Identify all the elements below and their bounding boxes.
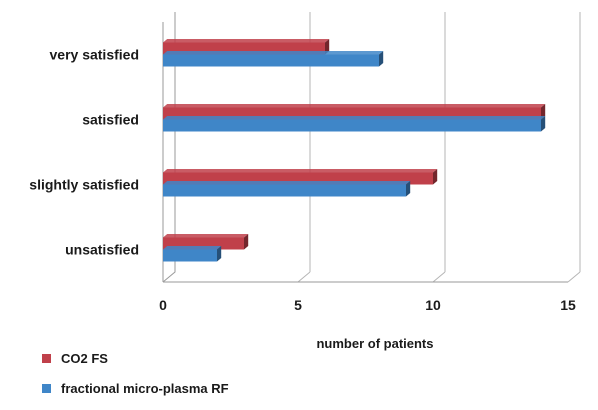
bar bbox=[163, 51, 384, 67]
legend-swatch-micro-plasma-rf bbox=[42, 384, 51, 393]
x-tick-label: 0 bbox=[159, 297, 167, 313]
back-wall-edge bbox=[162, 12, 176, 283]
x-tick-label: 10 bbox=[425, 297, 441, 313]
bar-front bbox=[163, 54, 379, 67]
bar-top bbox=[163, 169, 438, 173]
bar-top bbox=[163, 104, 546, 108]
bar-side bbox=[244, 234, 249, 250]
bar-front bbox=[163, 184, 406, 197]
bar-top bbox=[163, 51, 384, 55]
gridline-floor-5 bbox=[297, 271, 311, 283]
bar-side bbox=[379, 51, 384, 67]
bar bbox=[163, 116, 546, 132]
bar-side bbox=[217, 246, 222, 262]
bar-top bbox=[163, 234, 249, 238]
gridline-floor-15 bbox=[567, 271, 581, 283]
bar-side bbox=[325, 39, 330, 55]
tick-labels: 0 5 10 15 bbox=[159, 297, 576, 313]
legend-item-co2-fs: CO2 FS bbox=[42, 351, 108, 366]
gridline-floor-10 bbox=[432, 271, 446, 283]
legend-item-micro-plasma-rf: fractional micro-plasma RF bbox=[42, 381, 229, 396]
category-label: very satisfied bbox=[50, 47, 140, 63]
bar-side bbox=[541, 104, 546, 120]
bar bbox=[163, 246, 222, 262]
bar-side bbox=[406, 181, 411, 197]
bar-side bbox=[541, 116, 546, 132]
bar-top bbox=[163, 246, 222, 250]
x-tick-label: 5 bbox=[294, 297, 302, 313]
bar-front bbox=[163, 249, 217, 262]
category-label: slightly satisfied bbox=[29, 177, 139, 193]
category-label: unsatisfied bbox=[65, 242, 139, 258]
bar-side bbox=[433, 169, 438, 185]
bar bbox=[163, 181, 411, 197]
legend-swatch-co2-fs bbox=[42, 354, 51, 363]
x-tick-label: 15 bbox=[560, 297, 576, 313]
bars bbox=[163, 39, 546, 262]
legend-label-co2-fs: CO2 FS bbox=[61, 351, 108, 366]
category-labels: very satisfied satisfied slightly satisfie… bbox=[29, 47, 139, 258]
bar-top bbox=[163, 181, 411, 185]
category-label: satisfied bbox=[82, 112, 139, 128]
x-axis-title: number of patients bbox=[316, 336, 433, 351]
bar-top bbox=[163, 39, 330, 43]
bar-front bbox=[163, 119, 541, 132]
legend-label-micro-plasma-rf: fractional micro-plasma RF bbox=[61, 381, 229, 396]
bar-top bbox=[163, 116, 546, 120]
